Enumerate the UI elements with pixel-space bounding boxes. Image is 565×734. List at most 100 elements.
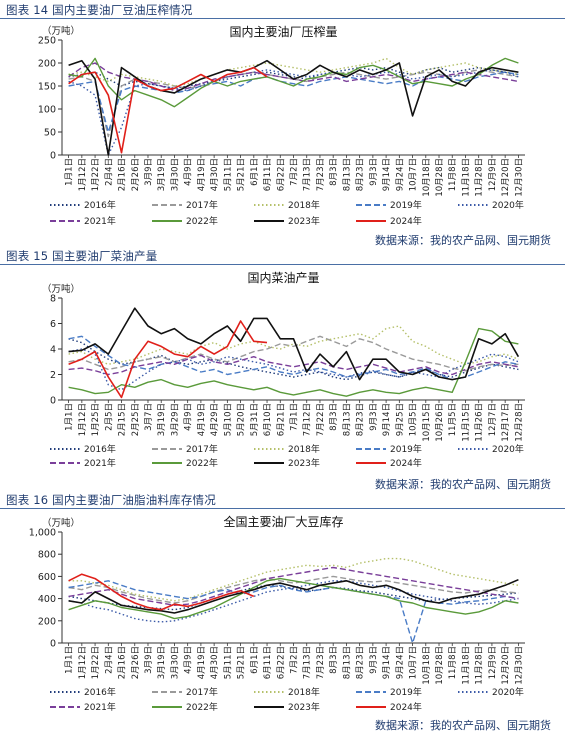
legend-label: 2019年 <box>390 686 422 698</box>
series-line-2021 <box>68 566 519 607</box>
y-tick-label: 50 <box>44 128 56 139</box>
x-tick-label: 10月7日 <box>409 646 419 679</box>
x-tick-label: 10月28日 <box>435 158 445 197</box>
x-tick-label: 12月9日 <box>488 646 498 679</box>
x-tick-label: 9月14日 <box>382 158 392 191</box>
figure-source-3: 数据来源：我的农产品网、国元期货 <box>375 719 551 732</box>
series-line-2023 <box>68 307 520 381</box>
x-tick-label: 12月17日 <box>501 403 511 442</box>
x-tick-label: 12月30日 <box>514 158 524 197</box>
x-tick-label: 10月18日 <box>422 646 432 685</box>
x-tick-label: 8月23日 <box>356 403 366 436</box>
x-tick-label: 11月28日 <box>475 158 485 197</box>
x-tick-label: 7月12日 <box>303 403 313 436</box>
legend-label: 2021年 <box>84 457 116 469</box>
x-tick-label: 8月23日 <box>356 158 366 191</box>
series-line-2018 <box>68 57 519 87</box>
series-line-2024 <box>68 320 268 399</box>
x-tick-label: 12月7日 <box>488 403 498 436</box>
x-tick-label: 9月24日 <box>395 158 405 191</box>
x-tick-label: 7月23日 <box>316 158 326 191</box>
x-tick-label: 4月29日 <box>210 403 220 436</box>
series-line-2022 <box>68 327 519 397</box>
x-tick-label: 9月24日 <box>395 646 405 679</box>
x-tick-label: 4月19日 <box>197 403 207 436</box>
x-tick-label: 2月16日 <box>118 158 128 191</box>
series-line-2020 <box>68 348 519 391</box>
x-tick-label: 2月4日 <box>104 158 114 186</box>
y-tick-label: 0 <box>50 151 56 162</box>
x-tick-label: 7月13日 <box>303 158 313 191</box>
figure-caption-1: 图表 14 国内主要油厂豆油压榨情况 <box>6 3 193 17</box>
chart-title: 国内主要油厂压榨量 <box>229 24 337 39</box>
x-tick-label: 5月21日 <box>237 646 247 679</box>
x-tick-label: 2月26日 <box>131 158 141 191</box>
x-tick-label: 2月25日 <box>131 403 141 436</box>
legend-label: 2020年 <box>492 199 524 211</box>
chart-title: 全国主要油厂大豆库存 <box>223 514 343 529</box>
x-tick-label: 10月5日 <box>409 403 419 436</box>
x-tick-label: 7月2日 <box>290 646 300 674</box>
legend-label: 2016年 <box>84 199 116 211</box>
figure-caption-3: 图表 16 国内主要油厂油脂油料库存情况 <box>6 493 216 507</box>
x-tick-label: 11月15日 <box>461 403 471 442</box>
x-tick-label: 5月10日 <box>223 403 233 436</box>
y-tick-label: 200 <box>38 59 56 70</box>
legend-label: 2020年 <box>492 686 524 698</box>
x-tick-label: 1月1日 <box>65 158 75 186</box>
legend-label: 2017年 <box>186 199 218 211</box>
x-tick-label: 4月30日 <box>210 646 220 679</box>
y-tick-label: 8 <box>50 294 56 305</box>
legend-label: 2021年 <box>84 215 116 227</box>
x-tick-label: 10月26日 <box>435 403 445 442</box>
x-tick-label: 1月22日 <box>91 158 101 191</box>
x-tick-label: 5月21日 <box>237 158 247 191</box>
x-tick-label: 9月3日 <box>369 646 379 674</box>
y-tick-label: 150 <box>38 82 56 93</box>
series-line-2023 <box>68 578 519 614</box>
series-line-2016 <box>68 338 519 381</box>
x-tick-label: 8月13日 <box>342 646 352 679</box>
legend-label: 2021年 <box>84 701 116 713</box>
legend-label: 2018年 <box>288 443 320 455</box>
x-tick-label: 3月9日 <box>144 646 154 674</box>
x-tick-label: 11月8日 <box>448 158 458 191</box>
x-tick-label: 5月11日 <box>223 646 233 679</box>
legend-label: 2018年 <box>288 686 320 698</box>
legend-label: 2022年 <box>186 215 218 227</box>
x-tick-label: 12月28日 <box>514 403 524 442</box>
y-tick-label: 600 <box>38 572 56 583</box>
y-tick-label: 250 <box>38 36 56 47</box>
legend-label: 2017年 <box>186 443 218 455</box>
x-tick-label: 10月7日 <box>409 158 419 191</box>
y-unit-label: （万吨） <box>42 517 80 529</box>
legend-label: 2018年 <box>288 199 320 211</box>
figure-rule-2 <box>0 264 565 265</box>
x-tick-label: 8月3日 <box>329 403 339 431</box>
series-line-2024 <box>68 573 255 611</box>
y-tick-label: 6 <box>50 319 56 330</box>
x-tick-label: 10月18日 <box>422 158 432 197</box>
y-tick-label: 100 <box>38 105 56 116</box>
figure-rule-3 <box>0 508 565 509</box>
x-tick-label: 12月20日 <box>501 646 511 685</box>
x-tick-label: 4月9日 <box>184 158 194 186</box>
x-tick-label: 9月3日 <box>369 403 379 431</box>
y-tick-label: 2 <box>50 370 56 381</box>
chart-soybean-inventory: 全国主要油厂大豆库存 （万吨） 0 200 400 600 800 1,000 1月1日 1月12… <box>29 514 525 713</box>
legend-label: 2017年 <box>186 686 218 698</box>
x-tick-label: 4月9日 <box>184 403 194 431</box>
legend-label: 2024年 <box>390 215 422 227</box>
legend-label: 2016年 <box>84 443 116 455</box>
x-tick-label: 11月8日 <box>448 646 458 679</box>
x-tick-label: 7月23日 <box>316 646 326 679</box>
y-unit-label: （万吨） <box>42 283 80 295</box>
x-tick-label: 12月30日 <box>514 646 524 685</box>
x-tick-label: 6月21日 <box>276 403 286 436</box>
legend-label: 2022年 <box>186 701 218 713</box>
chart-rapeseed-oil-output: 国内菜油产量 （万吨） 0 2 4 6 8 1月1日 1月12日 1月25日 2月5日 2月15日 2月… <box>42 271 525 469</box>
x-tick-label: 6月10日 <box>263 403 273 436</box>
x-tick-label: 3月19日 <box>157 158 167 191</box>
chart-title: 国内菜油产量 <box>247 271 319 285</box>
x-tick-label: 9月3日 <box>369 158 379 186</box>
